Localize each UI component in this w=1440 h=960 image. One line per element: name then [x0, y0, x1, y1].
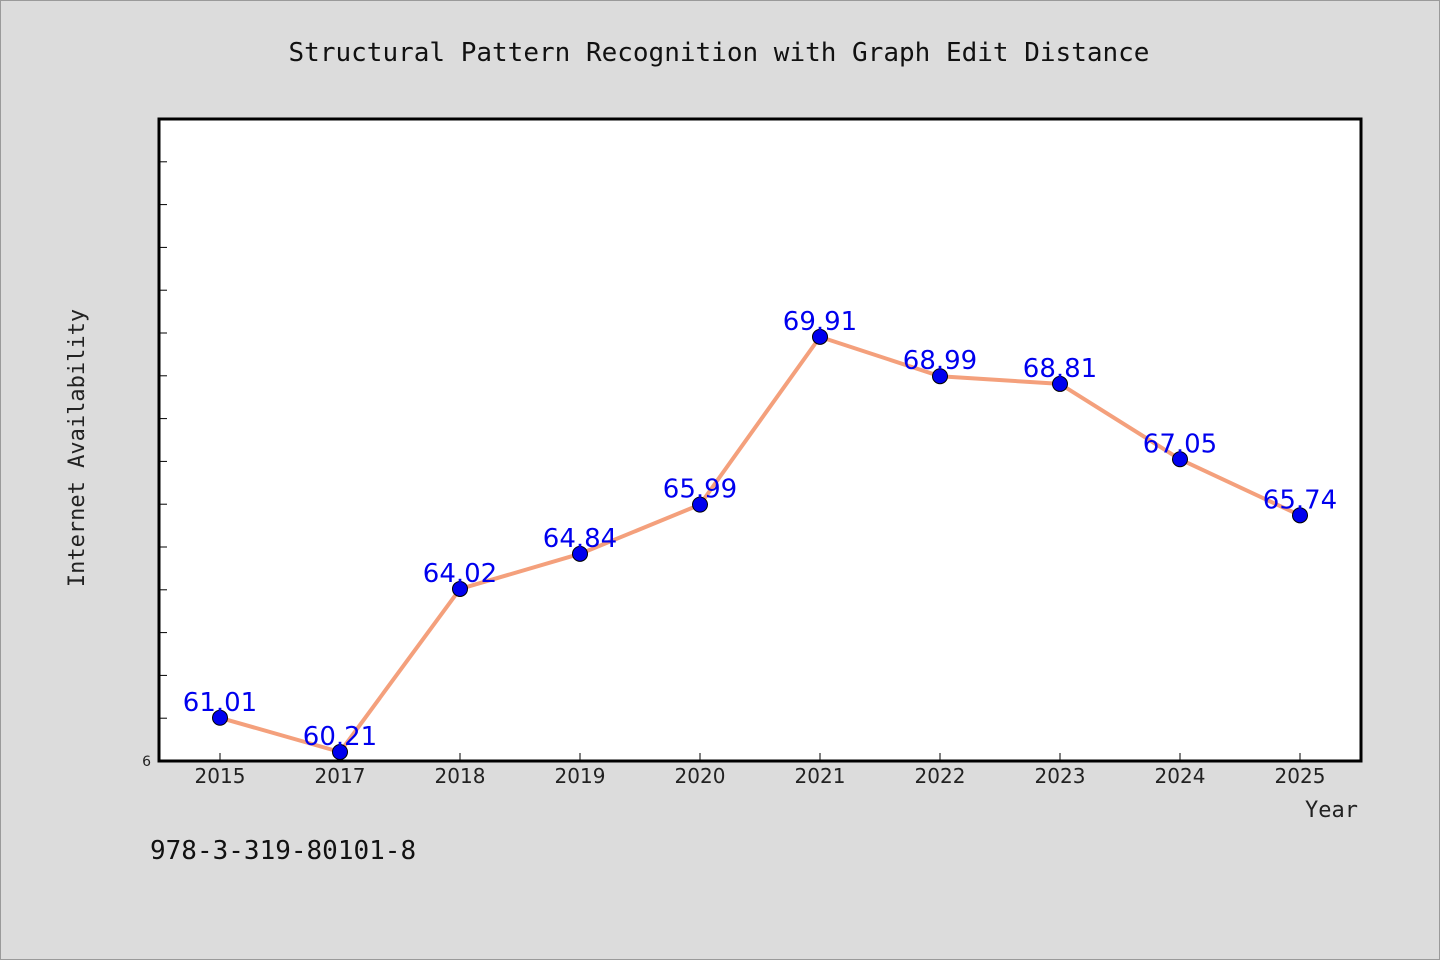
data-point: [212, 709, 228, 726]
data-label: 61.01: [183, 688, 257, 718]
data-label: 69.91: [783, 307, 857, 337]
data-point: [452, 580, 468, 597]
x-tick-label: 2019: [555, 764, 606, 788]
data-label: 67.05: [1143, 429, 1217, 459]
x-tick-label: 2024: [1155, 764, 1206, 788]
data-point: [812, 328, 828, 345]
x-tick-label: 2023: [1035, 764, 1086, 788]
data-label: 65.99: [663, 475, 737, 505]
x-axis-ticks: 2015 2017 2018 2019 2020 2021 2022 2023 2024 2025: [195, 753, 1326, 788]
data-point: [1052, 375, 1068, 392]
series-line: [219, 334, 1301, 755]
isbn-text: 978-3-319-80101-8: [150, 836, 417, 866]
x-axis-label: Year: [1305, 798, 1358, 823]
y-tick-label: 6: [142, 754, 151, 770]
data-label: 64.84: [543, 524, 617, 554]
data-point: [332, 744, 348, 761]
data-point: [692, 496, 708, 513]
data-point: [572, 545, 588, 562]
x-tick-label: 2017: [315, 764, 366, 788]
plot-area: [157, 117, 1363, 763]
x-tick-label: 2018: [435, 764, 486, 788]
data-point: [1172, 451, 1188, 468]
data-label: 68.99: [903, 346, 977, 376]
x-tick-label: 2020: [675, 764, 726, 788]
x-tick-label: 2025: [1275, 764, 1326, 788]
chart-title: Structural Pattern Recognition with Grap…: [289, 38, 1150, 68]
data-point: [1292, 507, 1308, 524]
data-label: 68.81: [1023, 354, 1097, 384]
y-axis-ticks: 6: [142, 161, 167, 770]
x-tick-label: 2022: [915, 764, 966, 788]
x-tick-label: 2021: [795, 764, 846, 788]
data-point: [932, 368, 948, 385]
series-group: 61.01 60.21 64.02 64.84 65.99 69.91 68.99 68.81…: [183, 307, 1337, 761]
data-label: 64.02: [423, 559, 497, 589]
x-tick-label: 2015: [195, 764, 246, 788]
data-label: 60.21: [303, 722, 377, 752]
data-label: 65.74: [1263, 485, 1337, 515]
y-axis-label: Internet Availability: [65, 309, 90, 587]
